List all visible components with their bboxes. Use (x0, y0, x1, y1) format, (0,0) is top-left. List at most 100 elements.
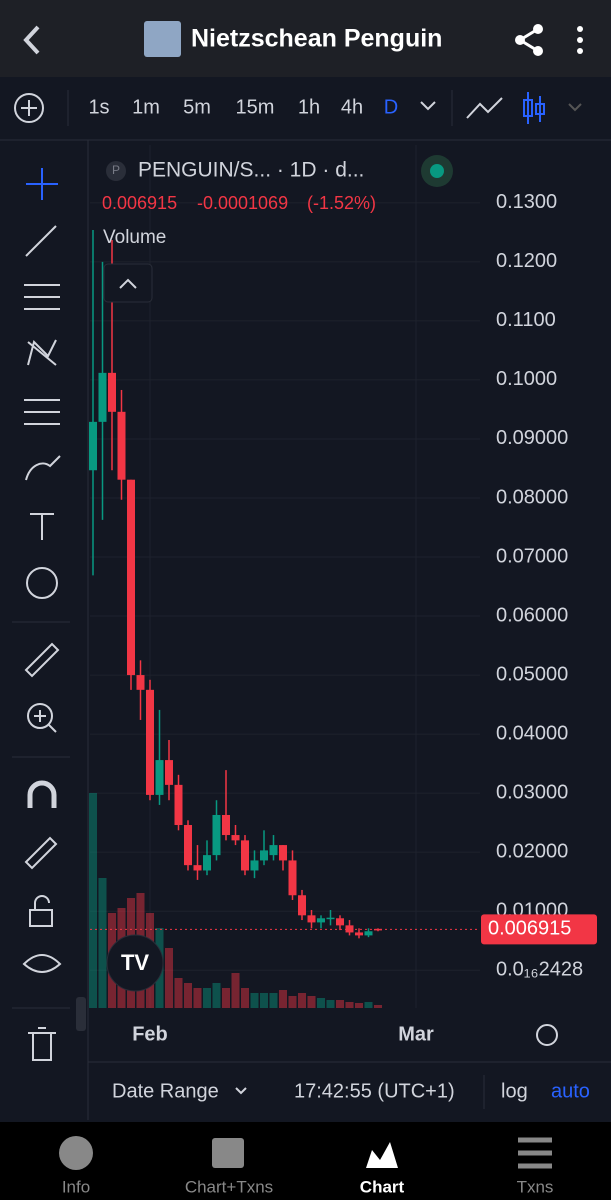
add-indicator[interactable] (14, 93, 44, 123)
back-button[interactable] (23, 25, 40, 55)
emoji-tool[interactable] (26, 567, 58, 599)
candle-style[interactable] (523, 92, 545, 124)
logo[interactable] (106, 934, 164, 992)
token-avatar (144, 21, 181, 57)
candle-body (250, 860, 259, 871)
quote-percent: (-1.52%) (307, 193, 376, 213)
crosshair-tool[interactable] (26, 168, 58, 200)
timeframe[interactable]: 15m (236, 96, 275, 118)
visibility-tool[interactable] (22, 954, 62, 973)
volume-bar (269, 993, 278, 1008)
volume-bar (250, 993, 259, 1008)
timeframe[interactable]: 1h (298, 96, 320, 118)
nav-item[interactable]: Txns (517, 1177, 554, 1196)
candle-body (203, 855, 211, 871)
auto-toggle[interactable]: auto (551, 1080, 590, 1102)
volume-bar (279, 990, 287, 1008)
y-tick-label: 0.04000 (496, 722, 568, 744)
volume-bar (260, 993, 268, 1008)
x-tick-label: Mar (398, 1023, 434, 1045)
candle-body (269, 845, 278, 856)
nav-item[interactable]: Chart (360, 1177, 405, 1196)
candle-body (374, 928, 382, 931)
top-bar (0, 0, 611, 77)
candle-body (260, 850, 268, 861)
txns-icon[interactable] (518, 1137, 552, 1169)
collapse-toolbar[interactable] (76, 997, 86, 1031)
volume-bar (222, 988, 230, 1008)
candle-body (336, 918, 344, 926)
candle-body (89, 421, 97, 471)
volume-bar (165, 948, 173, 1008)
candle-body (146, 689, 154, 795)
drawing-tools (12, 168, 70, 1061)
forecast-tool[interactable] (24, 399, 60, 425)
quote-change: -0.0001069 (197, 193, 288, 213)
settings-button[interactable] (536, 1024, 558, 1046)
nav-item[interactable]: Info (62, 1177, 90, 1196)
symbol-icon-letter: P (112, 163, 120, 177)
timeframe[interactable]: 1m (132, 96, 160, 118)
y-tick-label: 0.1200 (496, 250, 557, 272)
share-button[interactable] (515, 24, 543, 56)
collapse-legend[interactable] (103, 263, 153, 303)
pattern-tool[interactable] (27, 339, 57, 366)
chart-icon[interactable] (366, 1142, 398, 1168)
candle-body (108, 372, 116, 412)
ruler-tool[interactable] (24, 642, 60, 678)
nav-item[interactable]: Chart+Txns (185, 1177, 273, 1196)
volume-bar (174, 978, 183, 1008)
volume-bar (231, 973, 240, 1008)
brush-tool[interactable] (25, 455, 61, 481)
magnet-tool[interactable] (27, 780, 57, 808)
lock-draw-tool[interactable] (24, 836, 58, 870)
delete-tool[interactable] (28, 1027, 56, 1061)
line-style[interactable] (466, 97, 503, 119)
y-tick-label: 0.09000 (496, 427, 568, 449)
zoom-tool[interactable] (27, 703, 57, 733)
quote-price: 0.006915 (102, 193, 177, 213)
x-tick-label: Feb (132, 1023, 168, 1045)
timeframe[interactable]: 5m (183, 96, 211, 118)
candle-body (288, 860, 297, 896)
dropdown[interactable] (420, 101, 436, 111)
timeframe[interactable]: 4h (341, 96, 363, 118)
candle-body (117, 411, 126, 480)
candle-body (231, 835, 240, 841)
trendline-tool[interactable] (25, 225, 57, 257)
volume-bar (298, 993, 306, 1008)
timeframe[interactable]: 1s (88, 96, 109, 118)
volume-bar (241, 988, 249, 1008)
volume-bar (184, 983, 192, 1008)
volume-bar (193, 988, 202, 1008)
candle-body (155, 760, 164, 795)
volume-bar (89, 793, 97, 1008)
y-tick-label: 0.02000 (496, 840, 568, 862)
candle-body (307, 915, 316, 923)
chart-txns-icon[interactable] (212, 1138, 244, 1168)
candle-body (345, 925, 354, 933)
menu-button[interactable] (577, 26, 583, 54)
candle-body (127, 479, 135, 676)
fib-tool[interactable] (24, 284, 60, 310)
legend: Volume (103, 227, 166, 248)
date-range[interactable]: Date Range (112, 1080, 219, 1102)
volume-bar (317, 998, 325, 1008)
log-toggle[interactable]: log (501, 1080, 528, 1102)
candle-body (298, 895, 306, 916)
y-tick-label: 0.07000 (496, 545, 568, 567)
timeframe[interactable]: D (384, 96, 398, 118)
last-price-badge (481, 914, 597, 945)
text-tool[interactable] (30, 513, 54, 540)
volume-bar (336, 1000, 344, 1008)
lock-tool[interactable] (29, 895, 53, 927)
dropdown[interactable] (568, 103, 582, 112)
volume-bar (98, 878, 107, 1008)
candle-body (364, 931, 373, 936)
y-tick-label: 0.03000 (496, 781, 568, 803)
candle-body (193, 865, 202, 871)
info-icon[interactable] (59, 1136, 93, 1170)
y-tick-label: 0.1300 (496, 191, 557, 213)
